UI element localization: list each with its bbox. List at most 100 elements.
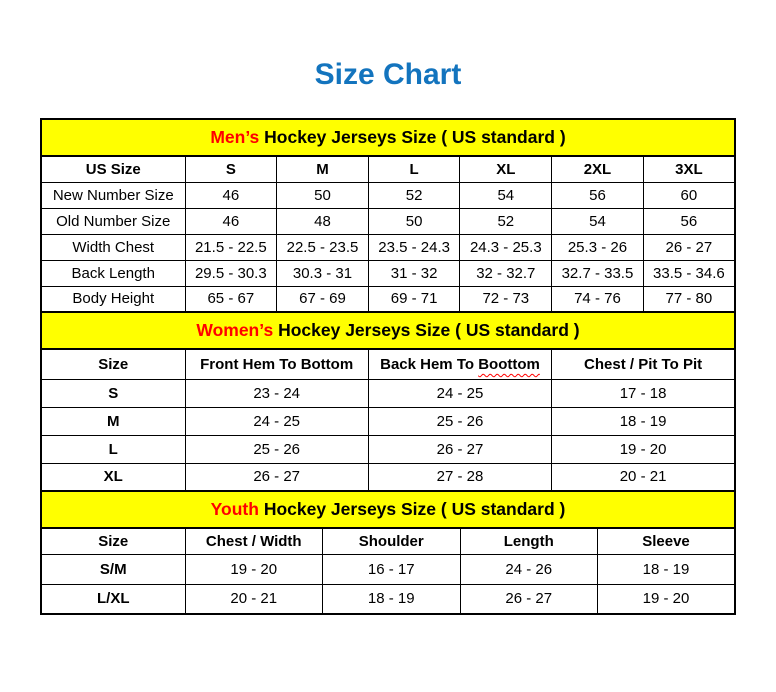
column-header: 2XL [551,155,644,183]
table-cell: 24.3 - 25.3 [459,233,553,261]
table-cell: 25 - 26 [367,406,553,436]
table-cell: 29.5 - 30.3 [184,259,278,287]
page-title: Size Chart [314,58,462,91]
table-cell: 50 [276,181,369,209]
column-header: M [276,155,369,183]
row-label: Body Height [40,285,186,313]
table-cell: 52 [367,181,461,209]
table-cell: 26 - 27 [184,462,369,492]
table-cell: 23.5 - 24.3 [367,233,461,261]
youth-section-row: Youth Hockey Jerseys Size ( US standard … [40,490,736,529]
table-cell: 19 - 20 [551,434,736,464]
table-cell: 24 - 26 [459,553,598,585]
youth-header-row: Size Chest / Width Shoulder Length Sleev… [40,527,736,555]
table-cell: 16 - 17 [322,553,461,585]
column-header: Length [459,527,598,555]
table-cell: 24 - 25 [184,406,369,436]
womens-section-title: Hockey Jerseys Size ( US standard ) [278,320,580,340]
row-label: S [40,378,186,408]
row-label: L/XL [40,583,186,615]
row-label: XL [40,462,186,492]
table-row: S 23 - 24 24 - 25 17 - 18 [40,378,736,408]
table-cell: 65 - 67 [184,285,278,313]
row-label: S/M [40,553,186,585]
column-header: Sleeve [597,527,736,555]
table-cell: 25 - 26 [184,434,369,464]
mens-size-table: Men’s Hockey Jerseys Size ( US standard … [40,118,736,313]
table-row: Back Length 29.5 - 30.3 30.3 - 31 31 - 3… [40,259,736,287]
table-cell: 54 [551,207,644,235]
table-cell: 30.3 - 31 [276,259,369,287]
size-chart: Men’s Hockey Jerseys Size ( US standard … [0,118,776,615]
youth-size-table: Youth Hockey Jerseys Size ( US standard … [40,490,736,615]
table-row: L/XL 20 - 21 18 - 19 26 - 27 19 - 20 [40,583,736,615]
row-label: L [40,434,186,464]
womens-header-row: Size Front Hem To Bottom Back Hem To Boo… [40,348,736,380]
mens-section-header: Men’s Hockey Jerseys Size ( US standard … [40,118,736,157]
row-label: New Number Size [40,181,186,209]
table-cell: 67 - 69 [276,285,369,313]
table-cell: 26 - 27 [367,434,553,464]
table-cell: 22.5 - 23.5 [276,233,369,261]
womens-size-table: Women’s Hockey Jerseys Size ( US standar… [40,311,736,492]
table-cell: 56 [551,181,644,209]
table-cell: 69 - 71 [367,285,461,313]
womens-section-row: Women’s Hockey Jerseys Size ( US standar… [40,311,736,350]
table-cell: 26 - 27 [642,233,736,261]
column-header: Front Hem To Bottom [184,348,369,380]
table-cell: 19 - 20 [597,583,736,615]
table-cell: 60 [642,181,736,209]
table-cell: 25.3 - 26 [551,233,644,261]
table-row: S/M 19 - 20 16 - 17 24 - 26 18 - 19 [40,553,736,585]
column-header: Chest / Width [184,527,323,555]
table-cell: 21.5 - 22.5 [184,233,278,261]
youth-section-accent: Youth [210,499,259,519]
table-cell: 72 - 73 [459,285,553,313]
column-header: Size [40,527,186,555]
table-row: Width Chest 21.5 - 22.5 22.5 - 23.5 23.5… [40,233,736,261]
table-row: Old Number Size 46 48 50 52 54 56 [40,207,736,235]
table-cell: 20 - 21 [551,462,736,492]
table-cell: 31 - 32 [367,259,461,287]
column-header: Size [40,348,186,380]
mens-header-row: US Size S M L XL 2XL 3XL [40,155,736,183]
table-cell: 46 [184,207,278,235]
row-label: Width Chest [40,233,186,261]
table-cell: 18 - 19 [322,583,461,615]
table-cell: 27 - 28 [367,462,553,492]
column-header: 3XL [642,155,736,183]
youth-section-header: Youth Hockey Jerseys Size ( US standard … [40,490,736,529]
table-cell: 17 - 18 [551,378,736,408]
column-header: XL [459,155,553,183]
column-header: US Size [40,155,186,183]
mens-section-accent: Men’s [210,127,260,147]
table-cell: 18 - 19 [597,553,736,585]
table-cell: 24 - 25 [367,378,553,408]
table-cell: 77 - 80 [642,285,736,313]
column-header: L [367,155,461,183]
table-row: L 25 - 26 26 - 27 19 - 20 [40,434,736,464]
womens-section-accent: Women’s [196,320,274,340]
row-label: M [40,406,186,436]
row-label: Old Number Size [40,207,186,235]
table-cell: 50 [367,207,461,235]
column-header-text: Back Hem To [380,355,479,373]
mens-section-row: Men’s Hockey Jerseys Size ( US standard … [40,118,736,157]
table-cell: 33.5 - 34.6 [642,259,736,287]
column-header: S [184,155,278,183]
table-row: New Number Size 46 50 52 54 56 60 [40,181,736,209]
mens-section-title: Hockey Jerseys Size ( US standard ) [264,127,566,147]
row-label: Back Length [40,259,186,287]
table-row: M 24 - 25 25 - 26 18 - 19 [40,406,736,436]
youth-section-title: Hockey Jerseys Size ( US standard ) [263,499,566,519]
table-cell: 52 [459,207,553,235]
column-header: Shoulder [322,527,461,555]
table-cell: 54 [459,181,553,209]
column-header: Chest / Pit To Pit [551,348,736,380]
column-header: Back Hem To Boottom [367,348,553,380]
table-cell: 26 - 27 [459,583,598,615]
table-row: Body Height 65 - 67 67 - 69 69 - 71 72 -… [40,285,736,313]
table-cell: 20 - 21 [184,583,323,615]
table-cell: 18 - 19 [551,406,736,436]
misspelled-word: Boottom [478,355,540,373]
